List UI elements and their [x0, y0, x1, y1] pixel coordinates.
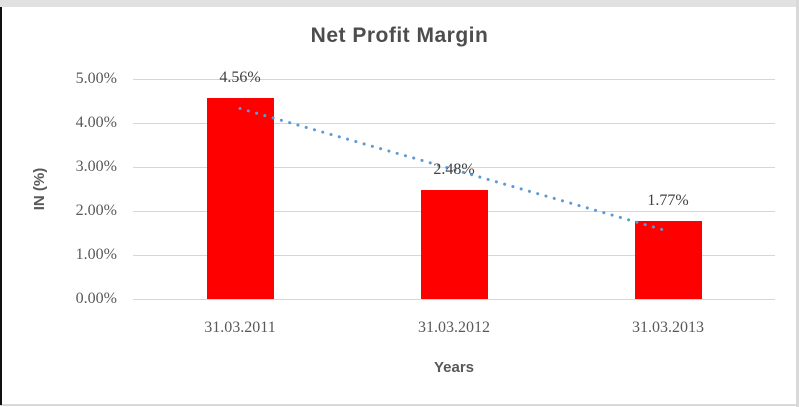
frame-bottom-border	[0, 404, 796, 406]
x-axis-category-label: 31.03.2013	[632, 319, 704, 336]
bar-31.03.2013	[634, 221, 702, 299]
data-label: 2.48%	[433, 160, 475, 178]
frame-left-border	[0, 7, 2, 405]
frame-top-strip	[0, 0, 799, 7]
chart-title: Net Profit Margin	[310, 24, 489, 47]
y-axis-tick-label: 2.00%	[75, 202, 117, 219]
gridline	[133, 123, 775, 124]
data-label: 4.56%	[219, 69, 261, 87]
trendline	[238, 107, 670, 233]
y-axis-title: IN (%)	[31, 167, 48, 211]
y-axis-tick-label: 4.00%	[75, 114, 117, 131]
x-axis-category-label: 31.03.2011	[204, 319, 276, 336]
data-label: 1.77%	[647, 192, 689, 210]
bar-31.03.2012	[420, 189, 488, 299]
y-axis-tick-label: 5.00%	[75, 70, 117, 87]
x-axis-category-label: 31.03.2012	[418, 319, 490, 336]
x-axis-title: Years	[433, 359, 475, 376]
gridline	[133, 299, 775, 300]
y-axis-tick-label: 3.00%	[75, 158, 117, 175]
bar-31.03.2011	[206, 98, 274, 299]
y-axis-tick-label: 0.00%	[75, 290, 117, 307]
gridline	[133, 167, 775, 168]
trendline-path	[238, 107, 670, 233]
frame-right-border	[796, 0, 799, 407]
plot-area	[133, 79, 775, 300]
gridline	[133, 79, 775, 80]
y-axis-tick-label: 1.00%	[75, 246, 117, 263]
